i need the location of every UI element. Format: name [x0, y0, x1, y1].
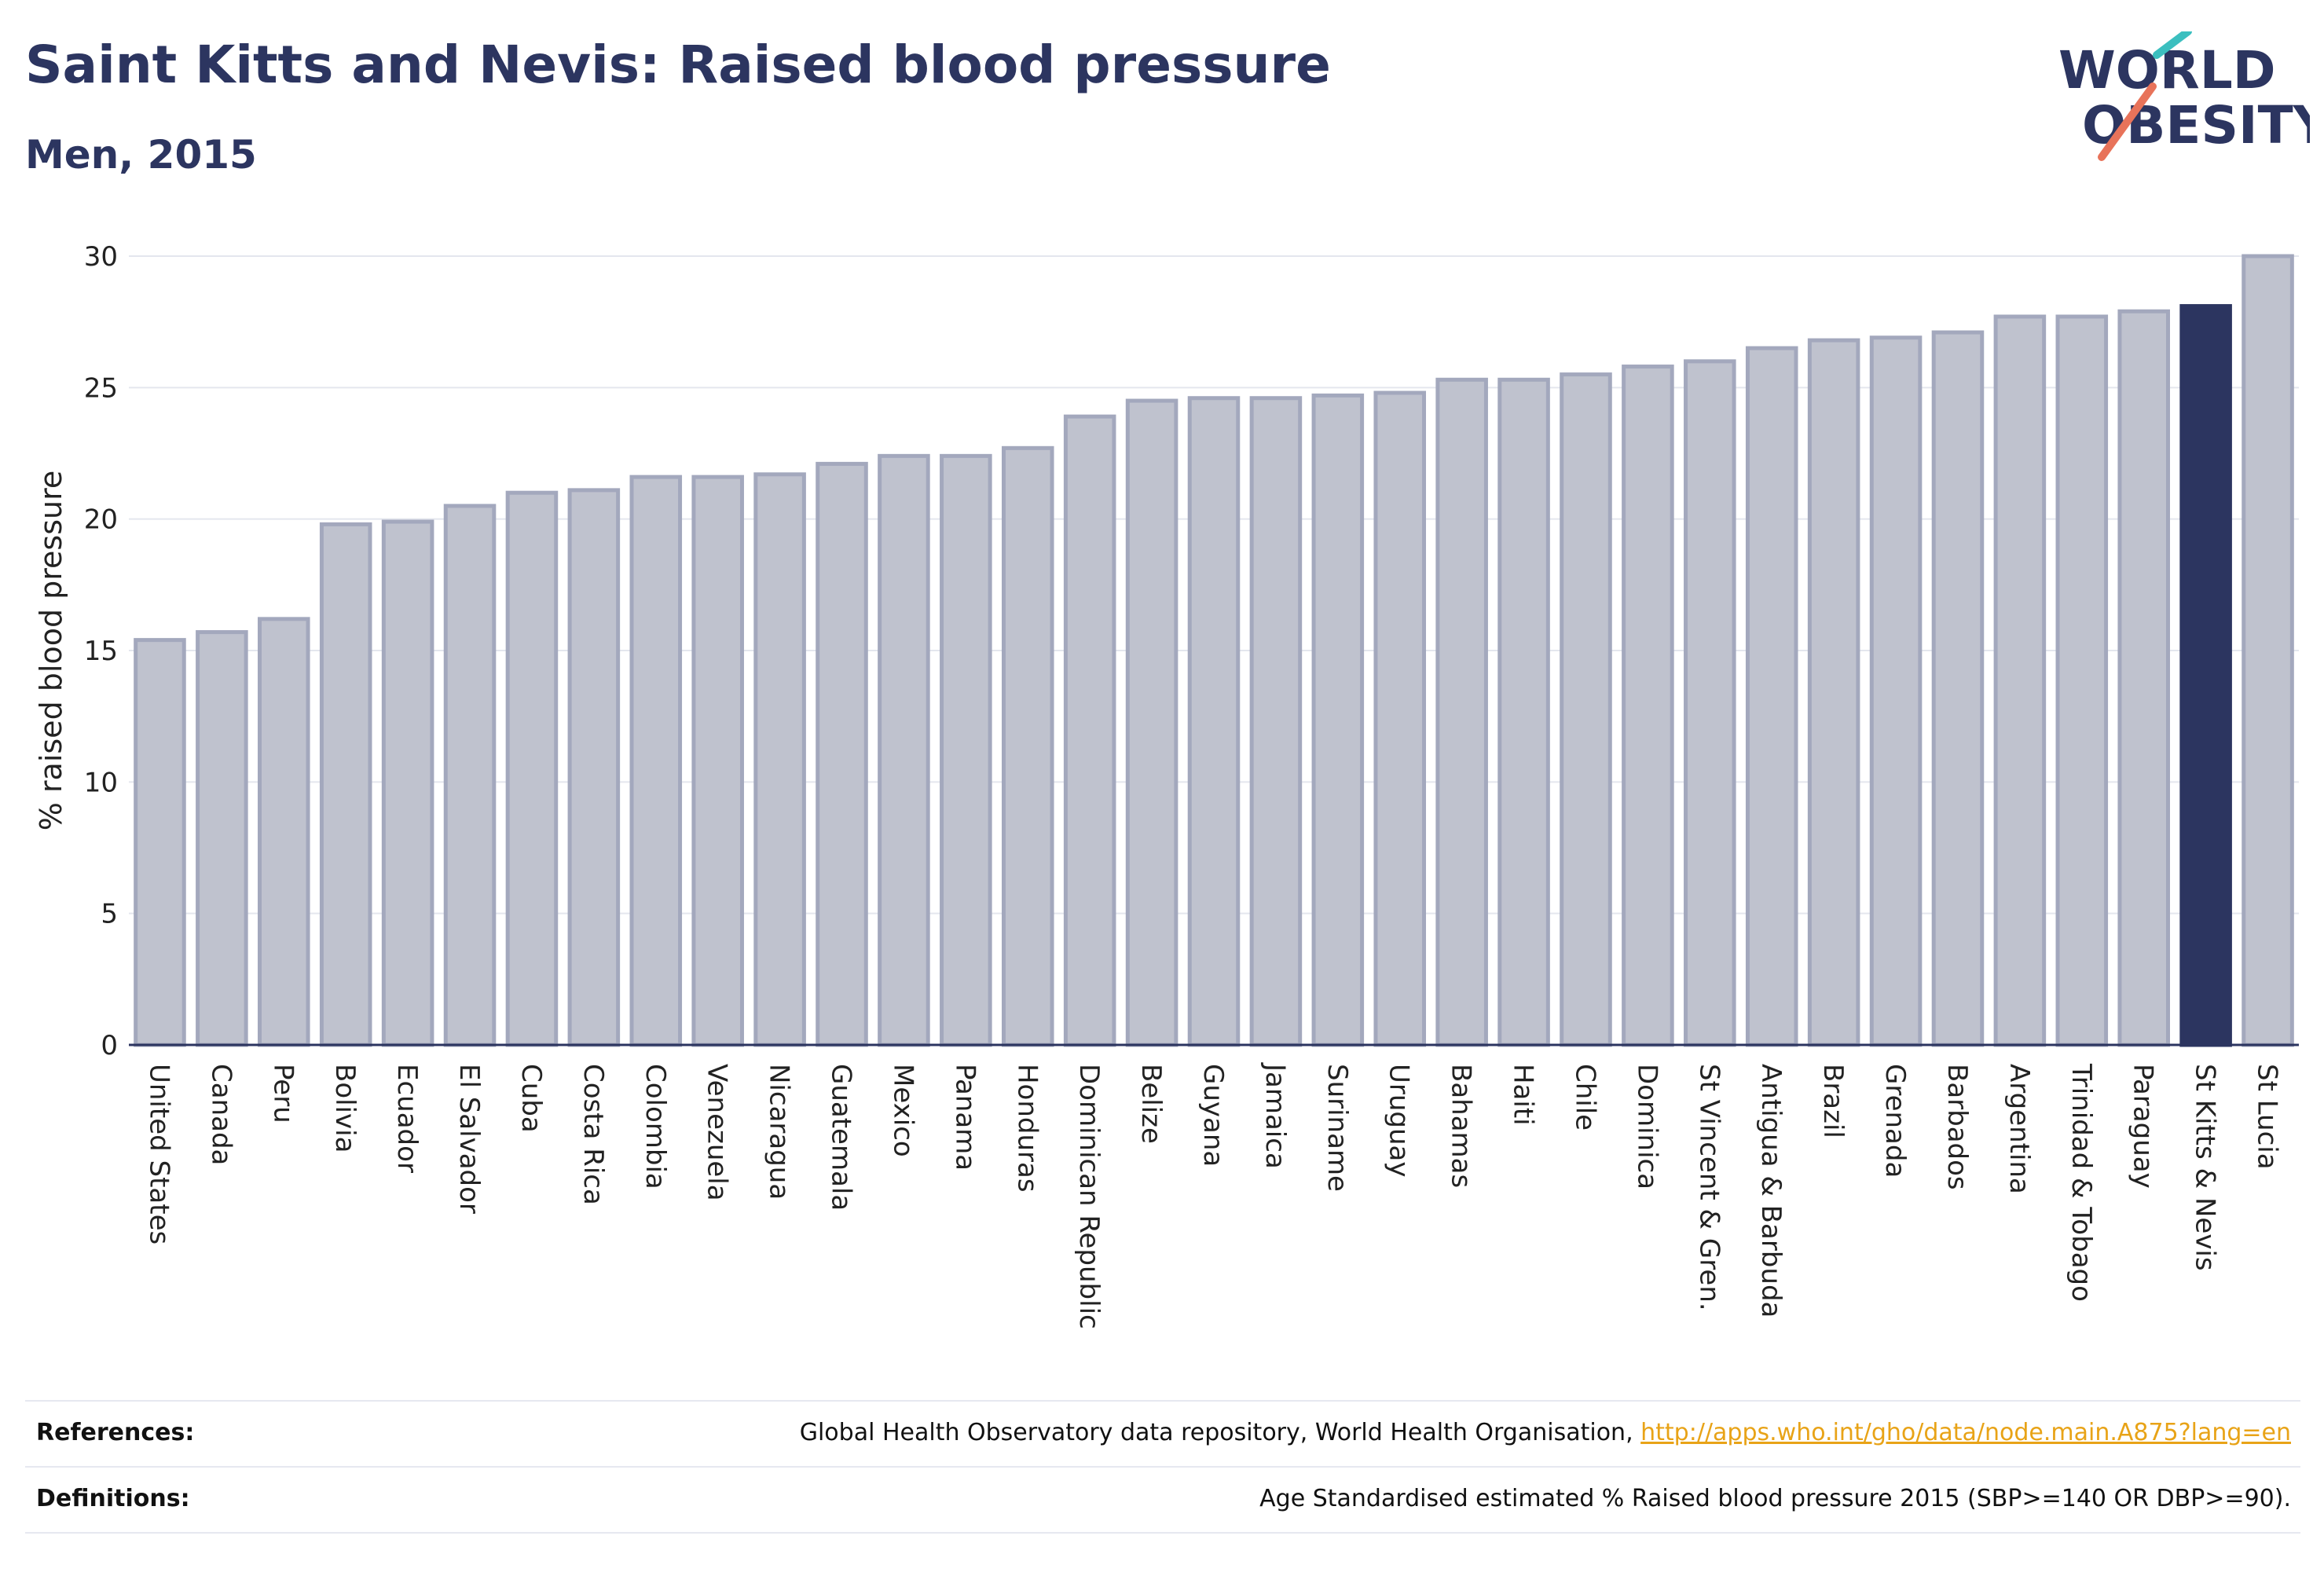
bar [1993, 314, 2047, 1047]
x-category-label: United States [143, 1064, 174, 1244]
bar [505, 490, 559, 1047]
x-category-label: Guatemala [826, 1064, 857, 1211]
bar [1435, 377, 1488, 1047]
x-category-label: Uruguay [1384, 1064, 1415, 1178]
logo-slash-coral [2098, 82, 2157, 161]
bar [319, 522, 372, 1047]
bar [940, 453, 992, 1047]
x-category-label: Dominican Republic [1073, 1064, 1105, 1329]
bar [816, 461, 868, 1047]
x-category-label: Brazil [1817, 1064, 1849, 1138]
x-category-label: Barbados [1941, 1064, 1973, 1190]
footer-divider [25, 1466, 2300, 1468]
x-category-label: Haiti [1508, 1064, 1539, 1126]
x-category-label: Panama [949, 1064, 981, 1171]
x-category-label: Guyana [1197, 1064, 1229, 1167]
x-category-label: Trinidad & Tobago [2066, 1063, 2097, 1302]
bar [258, 617, 310, 1047]
y-tick-label: 30 [84, 241, 118, 273]
bar [1249, 396, 1303, 1047]
bar [1745, 346, 1798, 1047]
x-category-label: Grenada [1879, 1064, 1911, 1178]
bar [196, 630, 248, 1047]
x-category-label: St Lucia [2252, 1064, 2283, 1170]
x-category-label: Cuba [515, 1064, 547, 1133]
x-category-label: El Salvador [453, 1064, 485, 1214]
y-tick-label: 25 [84, 372, 118, 404]
definitions-value: Age Standardised estimated % Raised bloo… [1259, 1485, 2291, 1512]
bar-highlight [2179, 304, 2232, 1047]
x-category-label: St Vincent & Gren. [1693, 1064, 1725, 1311]
bar [1869, 335, 1923, 1047]
chart-title: Saint Kitts and Nevis: Raised blood pres… [25, 35, 1331, 95]
bar [1622, 365, 1674, 1047]
bar [1311, 393, 1365, 1047]
bar [1931, 330, 1985, 1047]
logo-slash-teal [2153, 31, 2192, 59]
bar [567, 488, 621, 1047]
x-category-label: Suriname [1321, 1064, 1353, 1192]
definitions-label: Definitions: [36, 1485, 190, 1512]
x-category-label: Antigua & Barbuda [1755, 1064, 1787, 1318]
x-category-label: Venezuela [702, 1064, 733, 1201]
definitions-row: Definitions: Age Standardised estimated … [25, 1468, 2300, 1530]
references-value: Global Health Observatory data repositor… [800, 1419, 2291, 1446]
bar [1373, 390, 1427, 1047]
bar [134, 638, 186, 1047]
bar [1807, 338, 1860, 1047]
references-text: Global Health Observatory data repositor… [799, 1419, 1641, 1446]
footer-divider [25, 1532, 2300, 1534]
y-axis-title: % raised blood pressure [34, 471, 68, 831]
x-category-label: Chile [1569, 1064, 1600, 1131]
x-category-label: Belize [1135, 1064, 1167, 1144]
bar [1497, 377, 1550, 1047]
bar [878, 453, 930, 1047]
y-tick-label: 5 [101, 899, 118, 930]
x-category-label: Canada [205, 1064, 236, 1165]
x-category-label: Argentina [2003, 1064, 2035, 1194]
footer-divider [25, 1400, 2300, 1402]
x-category-label: Mexico [887, 1064, 918, 1157]
bar [2117, 309, 2170, 1047]
y-tick-label: 20 [84, 504, 118, 536]
x-category-label: St Kitts & Nevis [2190, 1064, 2221, 1271]
x-category-label: Peru [267, 1064, 299, 1123]
references-row: References: Global Health Observatory da… [25, 1402, 2300, 1464]
x-category-label: Bahamas [1446, 1064, 1477, 1188]
x-category-label: Jamaica [1259, 1062, 1291, 1169]
bar [1187, 396, 1241, 1047]
bar [691, 475, 744, 1047]
x-category-label: Colombia [640, 1064, 671, 1189]
bar [1063, 414, 1116, 1047]
bar-chart: 0 5 10 15 20 25 30 United States Canada Peru Boliv… [34, 241, 2299, 1329]
bar [753, 472, 806, 1047]
references-label: References: [36, 1419, 195, 1446]
bar [1125, 398, 1178, 1047]
x-category-label: Honduras [1011, 1064, 1043, 1193]
bar [1684, 359, 1736, 1047]
y-tick-label: 10 [84, 767, 118, 798]
world-obesity-logo: WORLD OBESITY [2058, 31, 2310, 161]
bar [443, 504, 497, 1047]
chart-subtitle: Men, 2015 [25, 132, 257, 178]
bar [2242, 254, 2294, 1047]
x-category-label: Bolivia [329, 1064, 361, 1153]
x-category-label: Costa Rica [577, 1064, 609, 1205]
x-category-label: Paraguay [2128, 1064, 2159, 1189]
x-category-label: Ecuador [391, 1064, 423, 1173]
x-category-label: Dominica [1631, 1064, 1662, 1189]
y-tick-label: 15 [84, 636, 118, 667]
bar [1001, 445, 1054, 1047]
bar [629, 475, 683, 1047]
x-category-label: Nicaragua [764, 1064, 795, 1200]
bar [1560, 372, 1612, 1047]
references-link[interactable]: http://apps.who.int/gho/data/node.main.A… [1640, 1419, 2291, 1446]
y-tick-label: 0 [101, 1030, 118, 1061]
bar [2055, 314, 2109, 1047]
bar [381, 519, 434, 1047]
